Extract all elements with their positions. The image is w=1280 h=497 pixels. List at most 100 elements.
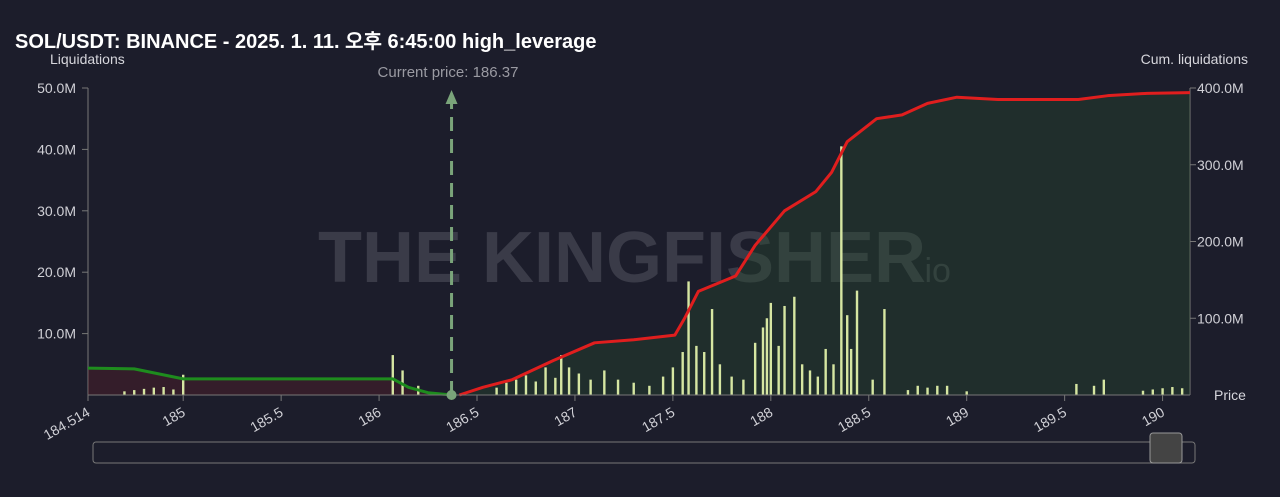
- bar: [800, 364, 804, 395]
- bar: [945, 385, 949, 395]
- bar: [687, 281, 690, 395]
- x-tick-label: 187: [551, 404, 579, 430]
- bar: [1161, 388, 1164, 395]
- bar: [681, 352, 684, 395]
- bar: [916, 385, 919, 395]
- y2-axis-label: Cum. liquidations: [1141, 51, 1248, 67]
- x-tick-label: 184.514: [41, 404, 93, 443]
- bar: [849, 348, 853, 395]
- bar: [906, 390, 910, 395]
- cum-line: [87, 366, 452, 397]
- watermark-suffix: .io: [915, 252, 951, 290]
- x-axis-label: Price: [1214, 387, 1246, 403]
- bar: [816, 376, 820, 395]
- bar: [632, 382, 635, 395]
- y-tick-label: 40.0M: [37, 141, 76, 157]
- y-tick-label: 20.0M: [37, 264, 76, 280]
- x-tick-label: 185: [159, 404, 187, 430]
- plot-area: 10.0M 20.0M 30.0M 40.0M 50.0M 100.0M 200.0M 300…: [37, 80, 1244, 443]
- range-slider[interactable]: [92, 441, 1196, 464]
- y-tick-label: 30.0M: [37, 203, 76, 219]
- bar: [1075, 383, 1078, 395]
- x-tick-label: 190: [1139, 404, 1167, 430]
- current-price-arrow: [445, 90, 458, 104]
- bar: [162, 387, 165, 395]
- bar: [1141, 390, 1145, 395]
- bar: [1151, 389, 1154, 395]
- bar: [142, 388, 146, 395]
- bar: [181, 374, 185, 395]
- bar: [544, 367, 547, 395]
- y2-tick-label: 400.0M: [1197, 80, 1244, 96]
- y2-tick-label: 100.0M: [1197, 310, 1244, 326]
- bar: [808, 370, 812, 395]
- bar: [577, 373, 581, 395]
- bar: [514, 379, 518, 395]
- y2-tick-label: 300.0M: [1197, 157, 1244, 173]
- bar: [703, 352, 706, 395]
- bar: [832, 364, 835, 395]
- bar: [769, 302, 773, 395]
- bar: [936, 385, 939, 395]
- bar: [172, 389, 175, 395]
- bar: [554, 377, 557, 395]
- y-tick-label: 10.0M: [37, 326, 76, 342]
- bar: [1092, 385, 1096, 395]
- bar: [152, 387, 156, 395]
- cum-area: [459, 92, 1190, 395]
- bar: [661, 376, 665, 395]
- slider-handle[interactable]: [1149, 432, 1183, 464]
- x-tick-label: 189.5: [1031, 404, 1070, 435]
- bar: [391, 355, 394, 395]
- bar: [671, 367, 675, 395]
- bar: [695, 345, 698, 395]
- current-price-dot: [446, 390, 457, 400]
- bar: [840, 146, 843, 395]
- x-tick-label: 188.5: [835, 404, 874, 435]
- bar: [761, 327, 765, 395]
- watermark: THE KINGFISHER: [318, 218, 926, 298]
- bar: [783, 305, 786, 395]
- x-tick-label: 187.5: [639, 404, 678, 435]
- bar: [765, 318, 769, 395]
- cum-area: [88, 368, 452, 395]
- bar: [718, 364, 722, 395]
- bar: [777, 345, 780, 395]
- bar: [965, 391, 968, 395]
- bar: [1180, 388, 1184, 395]
- bar: [753, 342, 757, 395]
- bar: [567, 367, 571, 395]
- bar: [133, 390, 136, 395]
- bar: [589, 379, 592, 395]
- bar: [824, 348, 827, 395]
- bar: [883, 309, 886, 395]
- cum-line: [458, 91, 1191, 397]
- bar: [710, 309, 714, 395]
- bar: [730, 376, 733, 395]
- bar: [926, 387, 929, 395]
- bar: [793, 296, 796, 395]
- bar: [846, 315, 849, 395]
- bar: [495, 387, 498, 395]
- x-tick-label: 188: [747, 404, 775, 430]
- x-tick-label: 185.5: [247, 404, 286, 435]
- chart-title: SOL/USDT: BINANCE - 2025. 1. 11. 오후 6:45…: [15, 30, 596, 53]
- annotation: Current price: 186.37: [378, 64, 519, 81]
- bar: [1171, 387, 1174, 395]
- bar: [616, 379, 620, 395]
- x-tick-label: 186: [355, 404, 383, 430]
- bar: [560, 355, 563, 395]
- bar: [123, 391, 126, 395]
- bar: [648, 385, 651, 395]
- bar: [871, 379, 874, 395]
- bar: [1102, 379, 1106, 395]
- bar: [505, 382, 508, 395]
- bar: [742, 379, 745, 395]
- y2-tick-label: 200.0M: [1197, 234, 1244, 250]
- bar: [524, 375, 528, 395]
- bar: [855, 290, 859, 395]
- x-tick-label: 186.5: [443, 404, 482, 435]
- y-axis-label: Liquidations: [50, 51, 125, 67]
- bar: [534, 381, 537, 395]
